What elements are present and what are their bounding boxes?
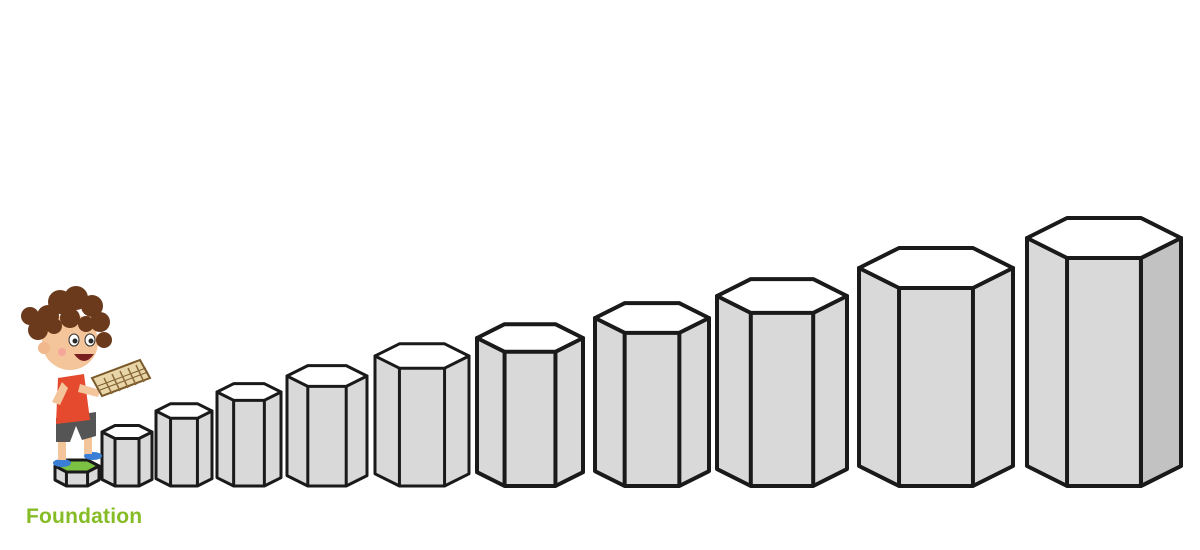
level-pillars xyxy=(53,215,1183,488)
right-leg xyxy=(84,432,92,454)
level-pillar-6 xyxy=(373,342,471,488)
left-leg xyxy=(58,438,66,460)
level-pillar-3 xyxy=(154,402,214,488)
pillar-top xyxy=(373,342,471,370)
curly-hair xyxy=(21,286,112,348)
smile xyxy=(74,354,94,361)
level-pillar-4 xyxy=(215,382,283,488)
pillar-body xyxy=(475,336,585,488)
abacus-icon xyxy=(90,358,152,398)
level-pillar-9 xyxy=(715,277,849,488)
pillar-body xyxy=(373,354,471,488)
left-shoe xyxy=(53,459,71,467)
level-pillar-5 xyxy=(285,364,369,488)
pillar-body xyxy=(593,316,711,488)
level-pillar-10 xyxy=(857,245,1015,488)
pillar-body xyxy=(100,430,154,488)
ear xyxy=(38,342,50,354)
right-arm xyxy=(78,384,100,397)
boy-with-abacus-illustration xyxy=(21,286,152,467)
level-pillar-11 xyxy=(1025,215,1183,488)
pillar-body xyxy=(154,409,214,488)
left-arm xyxy=(52,382,68,405)
pillar-body xyxy=(857,266,1015,488)
foundation-level-label: Foundation xyxy=(26,505,143,528)
level-pillar-7 xyxy=(475,322,585,488)
pillar-top xyxy=(1025,215,1183,261)
pillar-body xyxy=(215,390,283,488)
level-pillar-8 xyxy=(593,301,711,488)
pillar-top xyxy=(285,364,369,388)
pillar-top xyxy=(100,424,154,440)
pillar-body xyxy=(285,374,369,488)
pillar-shaded-face xyxy=(1138,236,1183,488)
pillar-top xyxy=(154,402,214,420)
pillar-body xyxy=(715,294,849,488)
pillar-top xyxy=(475,322,585,354)
pillar-top xyxy=(215,382,283,402)
pillar-top xyxy=(593,301,711,335)
pillar-top xyxy=(857,245,1015,291)
cheek xyxy=(58,348,66,356)
level-pillar-2 xyxy=(100,424,154,488)
pillar-top xyxy=(715,277,849,315)
